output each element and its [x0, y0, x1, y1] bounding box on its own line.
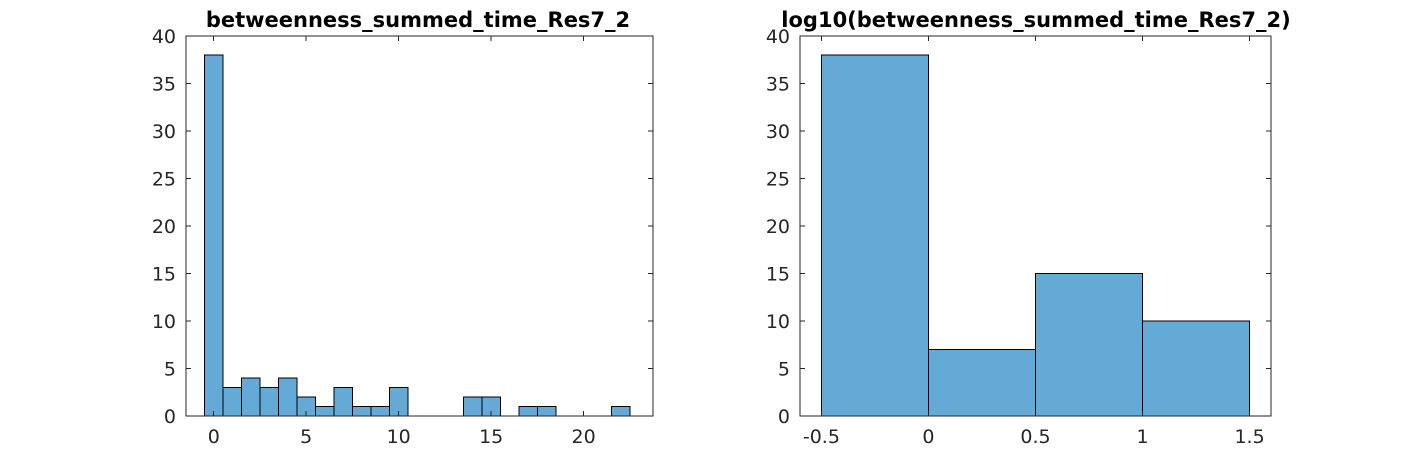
left-histogram-bar — [277, 377, 298, 417]
left-histogram-bar — [259, 387, 279, 417]
right-histogram-bar — [820, 54, 929, 417]
right-histogram-bar — [1142, 320, 1251, 417]
left-x-tick-label: 15 — [479, 426, 503, 448]
right-y-tick-label: 35 — [766, 74, 790, 96]
left-y-tick-label: 0 — [164, 406, 176, 428]
left-histogram-bar — [351, 406, 372, 417]
left-histogram-bar — [536, 406, 557, 417]
left-histogram-bar — [610, 406, 631, 417]
left-y-tick-label: 30 — [152, 121, 176, 143]
right-histogram-panel: 0 5 10 15 20 25 30 35 40 -0.5 0 0.5 1 1.5 log10(betwee… — [766, 8, 1291, 448]
left-x-tick-label: 10 — [387, 426, 411, 448]
left-y-tick-label: 20 — [152, 216, 176, 238]
right-chart-title: log10(betweenness_summed_time_Res7_2) — [781, 8, 1290, 32]
right-x-tick-label: 0 — [922, 426, 934, 448]
left-histogram-bar — [333, 387, 353, 417]
right-x-tick-label: 0.5 — [1020, 426, 1050, 448]
left-y-tick-label: 40 — [152, 26, 176, 48]
left-histogram-bar — [314, 406, 335, 417]
right-x-tick-label: -0.5 — [803, 426, 840, 448]
right-y-tick-label: 20 — [766, 216, 790, 238]
left-y-tick-label: 35 — [152, 74, 176, 96]
left-histogram-panel: 0 5 10 15 20 25 30 35 40 0 5 10 15 20 betweenness_summ… — [152, 8, 654, 448]
right-x-tick-label: 1.5 — [1234, 426, 1264, 448]
left-histogram-bar — [462, 396, 483, 417]
left-y-tick-label: 15 — [152, 264, 176, 286]
left-y-tick-label: 25 — [152, 169, 176, 191]
left-histogram-bar — [240, 377, 261, 417]
left-axes-box — [185, 35, 654, 417]
right-y-tick-label: 0 — [778, 406, 790, 428]
right-y-tick-label: 30 — [766, 121, 790, 143]
right-y-tick-label: 15 — [766, 264, 790, 286]
left-x-tick-label: 20 — [572, 426, 596, 448]
left-y-tick-label: 10 — [152, 311, 176, 333]
left-histogram-bar — [222, 387, 242, 417]
left-x-tick-label: 0 — [208, 426, 220, 448]
right-y-tick-label: 25 — [766, 169, 790, 191]
left-y-tick-label: 5 — [164, 359, 176, 381]
left-histogram-bar — [203, 54, 224, 417]
right-y-tick-label: 10 — [766, 311, 790, 333]
left-histogram-bar — [518, 406, 538, 417]
right-x-tick-label: 1 — [1136, 426, 1148, 448]
left-x-tick-label: 5 — [300, 426, 312, 448]
right-histogram-bar — [927, 349, 1036, 417]
left-chart-title: betweenness_summed_time_Res7_2 — [206, 8, 630, 32]
right-y-tick-label: 40 — [766, 26, 790, 48]
left-histogram-bar — [370, 406, 390, 417]
right-y-tick-label: 5 — [778, 359, 790, 381]
right-histogram-bar — [1035, 273, 1144, 417]
